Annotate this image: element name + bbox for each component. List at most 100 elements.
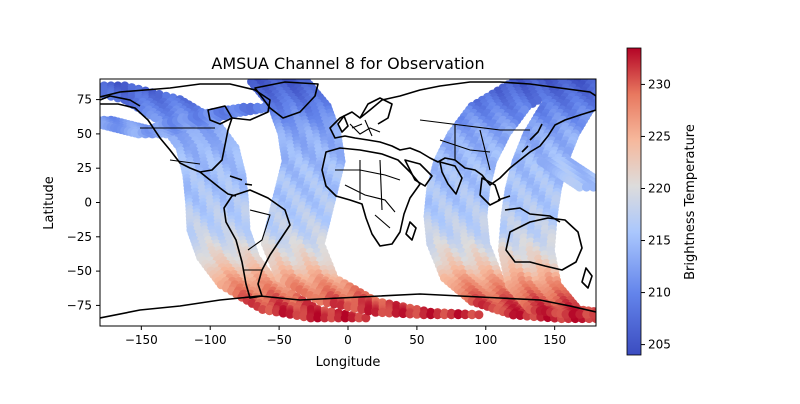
swath-swath-d — [497, 77, 617, 319]
observation-point — [333, 313, 343, 323]
coastline-south-america — [223, 189, 291, 299]
coastline-north-america — [100, 83, 271, 173]
observation-point — [508, 310, 518, 320]
observation-point — [600, 87, 609, 96]
observation-point — [320, 313, 330, 323]
observation-point — [598, 313, 607, 322]
observation-point — [474, 310, 484, 320]
observation-point — [89, 117, 98, 126]
observation-point — [426, 310, 436, 320]
observation-point — [398, 309, 408, 319]
observation-point — [357, 305, 367, 314]
observation-point — [361, 313, 371, 323]
x-tick-label: −150 — [125, 333, 158, 347]
coastline-europe-asia — [329, 81, 596, 186]
observation-point — [259, 102, 269, 112]
coastline-australia — [505, 217, 583, 271]
border-usa-mexico — [169, 159, 201, 165]
observation-point — [340, 313, 350, 323]
swath-swath-e — [79, 102, 276, 139]
observation-point — [89, 118, 98, 127]
observation-point — [65, 81, 74, 90]
observation-point — [603, 310, 612, 319]
colorbar-tick-label: 220 — [648, 181, 671, 195]
observation-point — [608, 77, 617, 86]
y-tick-label: −75 — [67, 298, 92, 312]
x-tick-label: 50 — [409, 333, 424, 347]
observation-point — [347, 313, 357, 323]
border-asia — [419, 119, 530, 171]
observation-point — [460, 310, 470, 320]
coastline-india — [439, 161, 463, 195]
observation-point — [364, 306, 374, 316]
observation-point — [239, 102, 249, 112]
x-tick-label: −50 — [266, 333, 291, 347]
observation-point — [601, 77, 610, 86]
coastline-antarctica — [100, 293, 596, 319]
observation-point — [322, 298, 332, 308]
border-africa — [335, 159, 401, 229]
observation-point — [446, 310, 456, 320]
observation-point — [258, 305, 268, 314]
coastline-uk — [337, 115, 349, 133]
observation-point — [419, 310, 429, 320]
observation-point — [336, 300, 346, 310]
country-border-layer — [140, 119, 530, 271]
observation-point — [79, 116, 88, 125]
observation-point — [271, 307, 281, 317]
y-axis-label: Latitude — [42, 176, 57, 230]
observation-point — [600, 181, 609, 190]
x-tick-label: 150 — [543, 333, 566, 347]
observation-point — [329, 299, 339, 309]
observation-point — [599, 80, 608, 89]
observation-point — [391, 308, 401, 318]
chart-title: AMSUA Channel 8 for Observation — [211, 54, 484, 73]
observation-point — [515, 311, 525, 320]
observation-point — [252, 102, 262, 112]
observation-point — [371, 307, 381, 317]
observation-point — [327, 313, 336, 323]
y-axis: −75 −50 −25 0 25 50 75 — [67, 93, 100, 312]
y-tick-label: −25 — [67, 230, 92, 244]
observation-point — [596, 83, 605, 92]
observation-point — [313, 313, 323, 323]
x-axis: −150 −100 −50 0 50 100 150 — [125, 326, 566, 347]
coastline-madagascar — [405, 221, 417, 241]
observation-point — [72, 81, 81, 90]
observation-point — [605, 309, 614, 318]
swath-swath-b — [247, 79, 484, 320]
observation-point — [343, 302, 353, 312]
x-tick-label: −100 — [194, 333, 227, 347]
observation-point — [598, 179, 607, 188]
observation-point — [412, 309, 422, 319]
colorbar-tick-label: 205 — [648, 338, 671, 352]
colorbar-tick-label: 215 — [648, 234, 671, 248]
colorbar — [626, 47, 642, 356]
colorbar-tick-label: 210 — [648, 286, 671, 300]
x-axis-label: Longitude — [316, 355, 381, 370]
colorbar-tick-label: 230 — [648, 77, 671, 91]
observation-point — [278, 308, 288, 318]
observation-point — [595, 185, 596, 189]
observation-point — [72, 83, 81, 92]
coastline-southeast-asia — [479, 177, 501, 206]
observation-point — [467, 310, 477, 320]
y-tick-label: 25 — [77, 161, 92, 175]
y-tick-label: 0 — [84, 196, 92, 210]
observation-point — [285, 309, 295, 319]
coastline-scandinavia — [359, 97, 393, 125]
observation-point — [605, 314, 614, 323]
border-south-america — [244, 209, 271, 271]
observation-point — [612, 314, 621, 323]
observation-point — [582, 182, 591, 192]
observation-point — [568, 309, 578, 319]
coastline-africa — [321, 147, 421, 247]
observation-point — [599, 309, 608, 318]
colorbar-axis: 205 210 215 220 225 230 — [641, 77, 671, 352]
observation-point — [561, 309, 571, 319]
observation-point — [605, 314, 614, 323]
coastline-alaska — [100, 95, 141, 107]
observation-point — [598, 90, 607, 99]
observation-point — [377, 308, 387, 318]
coastline-hudson — [207, 105, 233, 125]
